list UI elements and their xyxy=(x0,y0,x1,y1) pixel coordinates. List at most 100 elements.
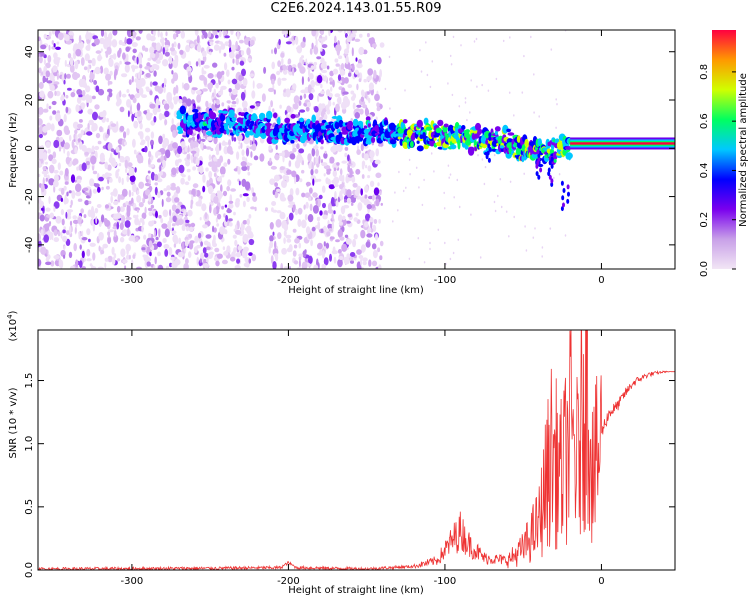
noise-blob xyxy=(232,58,235,64)
noise-blob xyxy=(68,225,72,235)
snr-x-axis-label: Height of straight line (km) xyxy=(288,585,424,596)
noise-blob xyxy=(321,36,326,42)
noise-blob xyxy=(307,153,312,162)
noise-blob xyxy=(300,89,307,94)
noise-blob xyxy=(46,35,51,40)
noise-blob xyxy=(190,202,193,209)
noise-blob xyxy=(131,191,134,197)
snr-y-axis-label: SNR (10 * v/v) xyxy=(8,387,19,458)
noise-speck xyxy=(533,73,535,76)
noise-blob xyxy=(213,207,217,215)
noise-blob xyxy=(251,143,257,152)
noise-speck xyxy=(481,83,484,87)
noise-blob xyxy=(98,111,106,118)
noise-blob xyxy=(91,57,96,67)
noise-blob xyxy=(38,118,43,126)
ridge-streak xyxy=(550,156,554,162)
noise-blob xyxy=(338,221,344,226)
noise-blob xyxy=(72,219,79,224)
noise-blob xyxy=(235,40,239,50)
noise-blob xyxy=(39,214,45,222)
noise-blob xyxy=(308,196,311,202)
noise-blob xyxy=(365,213,371,221)
noise-speck xyxy=(493,153,496,157)
noise-speck xyxy=(425,41,427,44)
noise-blob xyxy=(236,258,241,264)
noise-blob xyxy=(318,155,321,165)
noise-blob xyxy=(74,226,77,234)
noise-blob xyxy=(196,35,200,44)
ridge-blob xyxy=(223,130,227,135)
noise-blob xyxy=(333,256,337,264)
noise-blob xyxy=(69,35,74,40)
y-tick-label: 40 xyxy=(24,45,35,58)
noise-blob xyxy=(360,188,364,196)
noise-blob xyxy=(157,251,161,257)
noise-blob xyxy=(68,190,72,194)
noise-blob xyxy=(158,112,163,121)
noise-blob xyxy=(323,225,327,232)
noise-blob xyxy=(146,176,151,180)
noise-blob xyxy=(357,264,362,269)
noise-blob xyxy=(107,164,112,171)
ridge-blob xyxy=(553,158,557,163)
noise-blob xyxy=(59,170,64,176)
noise-blob xyxy=(106,117,109,123)
noise-blob xyxy=(162,137,170,147)
ridge-blob xyxy=(416,119,423,128)
noise-blob xyxy=(134,112,138,117)
noise-blob xyxy=(38,126,44,135)
noise-blob xyxy=(65,127,68,134)
ridge-blob xyxy=(450,144,457,150)
noise-blob xyxy=(124,159,128,169)
noise-blob xyxy=(116,205,121,213)
noise-blob xyxy=(146,261,151,267)
noise-blob xyxy=(309,48,313,55)
noise-blob xyxy=(339,236,345,241)
x-tick-label: -100 xyxy=(434,576,457,587)
noise-blob xyxy=(365,91,368,100)
noise-blob xyxy=(326,65,330,70)
noise-blob xyxy=(226,100,231,104)
noise-blob xyxy=(180,30,185,39)
noise-blob xyxy=(317,178,322,182)
noise-blob xyxy=(328,77,333,82)
noise-blob xyxy=(60,197,64,202)
noise-speck xyxy=(523,172,525,175)
noise-blob xyxy=(62,235,68,243)
noise-speck xyxy=(429,85,432,89)
noise-blob xyxy=(96,204,102,208)
noise-blob xyxy=(124,220,131,228)
noise-speck xyxy=(448,176,451,179)
noise-blob xyxy=(107,232,110,239)
noise-blob xyxy=(360,96,365,102)
noise-speck xyxy=(495,77,498,81)
noise-blob xyxy=(305,201,309,209)
noise-blob xyxy=(304,214,308,221)
noise-blob xyxy=(241,68,246,77)
noise-blob xyxy=(286,105,292,113)
noise-blob xyxy=(78,119,83,123)
noise-blob xyxy=(322,61,327,65)
noise-blob xyxy=(175,153,181,158)
noise-blob xyxy=(76,140,79,146)
noise-blob xyxy=(76,96,82,104)
noise-blob xyxy=(228,200,234,204)
noise-blob xyxy=(38,67,42,74)
noise-blob xyxy=(240,161,247,167)
noise-blob xyxy=(269,241,274,249)
noise-blob xyxy=(219,142,221,151)
ridge-streak xyxy=(550,178,554,184)
ridge-streak xyxy=(488,147,492,152)
noise-blob xyxy=(373,219,378,224)
noise-blob xyxy=(351,176,356,183)
noise-blob xyxy=(344,146,349,151)
noise-speck xyxy=(483,182,486,186)
noise-blob xyxy=(117,168,120,172)
noise-blob xyxy=(294,159,301,169)
noise-blob xyxy=(151,144,154,150)
noise-blob xyxy=(213,172,217,177)
noise-blob xyxy=(47,90,54,99)
noise-blob xyxy=(365,164,368,169)
colorbar-tick-label: 0.6 xyxy=(699,113,710,129)
